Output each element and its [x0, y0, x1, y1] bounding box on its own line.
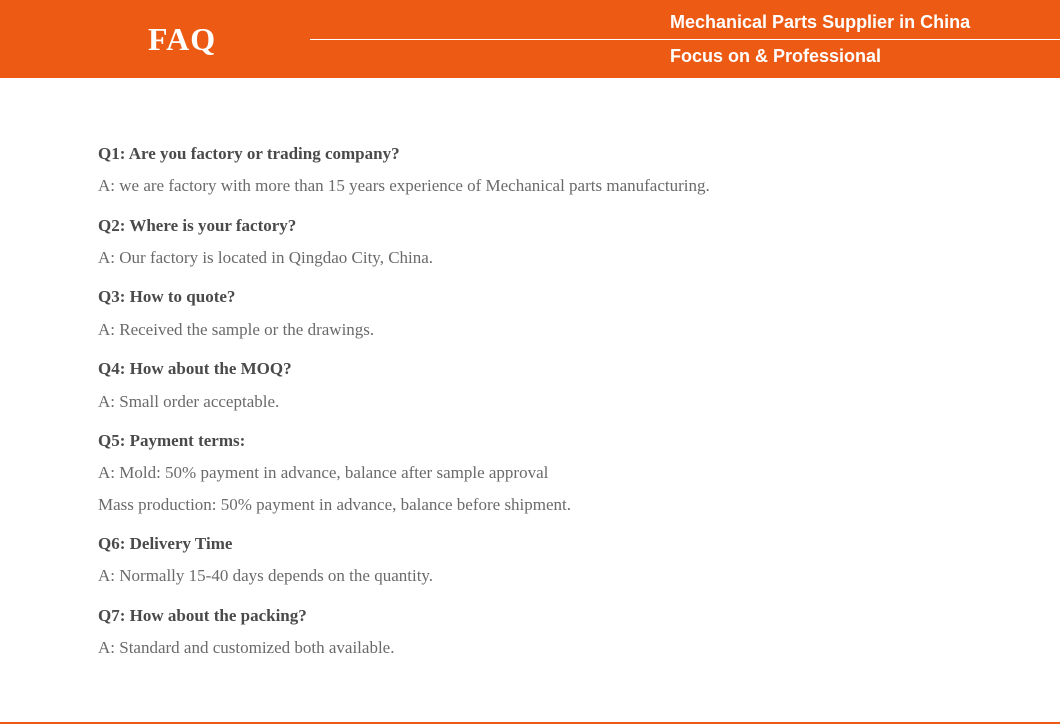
faq-item: Q3: How to quote? A: Received the sample… — [98, 281, 962, 345]
faq-content: Q1: Are you factory or trading company? … — [0, 78, 1060, 722]
faq-item: Q2: Where is your factory? A: Our factor… — [98, 210, 962, 274]
faq-question: Q2: Where is your factory? — [98, 210, 962, 242]
header-banner: FAQ Mechanical Parts Supplier in China F… — [0, 0, 1060, 78]
faq-answer-extra: Mass production: 50% payment in advance,… — [98, 489, 962, 520]
faq-answer: A: Standard and customized both availabl… — [98, 632, 962, 663]
faq-question: Q7: How about the packing? — [98, 600, 962, 632]
header-subtitle-2: Focus on & Professional — [310, 40, 1060, 67]
header-subtitle-1: Mechanical Parts Supplier in China — [310, 12, 1060, 39]
faq-question: Q3: How to quote? — [98, 281, 962, 313]
faq-answer: A: Small order acceptable. — [98, 386, 962, 417]
faq-item: Q6: Delivery Time A: Normally 15-40 days… — [98, 528, 962, 592]
faq-item: Q4: How about the MOQ? A: Small order ac… — [98, 353, 962, 417]
faq-question: Q1: Are you factory or trading company? — [98, 138, 962, 170]
faq-answer: A: Normally 15-40 days depends on the qu… — [98, 560, 962, 591]
faq-question: Q5: Payment terms: — [98, 425, 962, 457]
faq-answer: A: Mold: 50% payment in advance, balance… — [98, 457, 962, 488]
bottom-divider — [0, 722, 1060, 724]
faq-answer: A: we are factory with more than 15 year… — [98, 170, 962, 201]
header-right-section: Mechanical Parts Supplier in China Focus… — [310, 0, 1060, 78]
faq-answer: A: Received the sample or the drawings. — [98, 314, 962, 345]
faq-item: Q1: Are you factory or trading company? … — [98, 138, 962, 202]
faq-title: FAQ — [148, 21, 216, 58]
faq-question: Q6: Delivery Time — [98, 528, 962, 560]
faq-question: Q4: How about the MOQ? — [98, 353, 962, 385]
faq-item: Q5: Payment terms: A: Mold: 50% payment … — [98, 425, 962, 520]
faq-item: Q7: How about the packing? A: Standard a… — [98, 600, 962, 664]
faq-answer: A: Our factory is located in Qingdao Cit… — [98, 242, 962, 273]
